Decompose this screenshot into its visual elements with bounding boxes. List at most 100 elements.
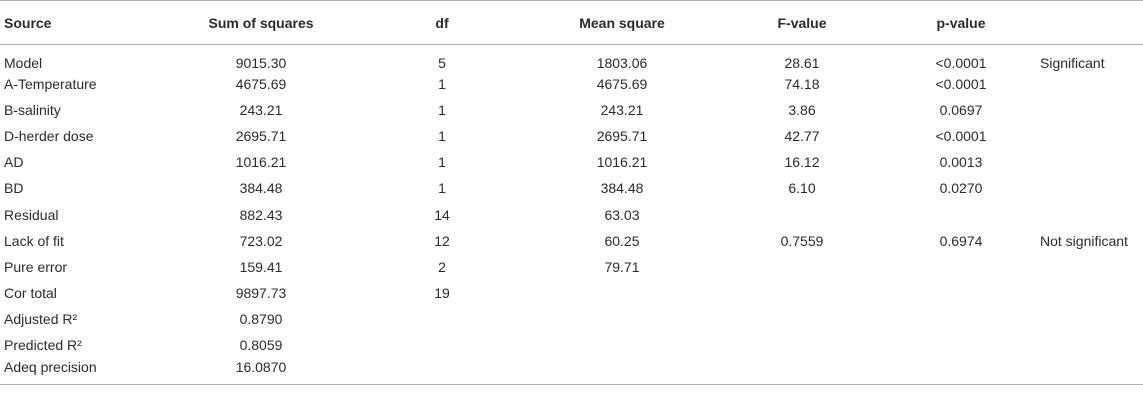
cell-significance xyxy=(1040,306,1143,332)
cell-mean-square: 243.21 xyxy=(600,102,644,119)
cell-significance: Significant xyxy=(1040,55,1105,71)
cell-sum-of-squares: 882.43 xyxy=(239,206,283,223)
header-source: Source xyxy=(0,0,160,45)
table-row: Residual 882.43 14 63.03 xyxy=(0,201,1143,227)
cell-source: Adjusted R² xyxy=(4,310,78,327)
cell-df: 19 xyxy=(434,284,450,301)
cell-sum-of-squares: 1016.21 xyxy=(235,154,287,171)
cell-df: 1 xyxy=(438,180,446,197)
table-row: Pure error 159.41 2 79.71 xyxy=(0,254,1143,280)
cell-mean-square: 4675.69 xyxy=(596,76,648,93)
cell-sum-of-squares: 159.41 xyxy=(239,258,283,275)
table-row: Lack of fit 723.02 12 60.25 0.7559 0.6974 Not … xyxy=(0,228,1143,254)
cell-significance xyxy=(1040,358,1143,385)
cell-f-value: 28.61 xyxy=(784,55,820,71)
table-row: BD 384.48 1 384.48 6.10 0.0270 xyxy=(0,175,1143,201)
cell-f-value xyxy=(722,201,882,227)
cell-df: 12 xyxy=(434,232,450,249)
cell-df xyxy=(362,332,522,358)
cell-p-value xyxy=(882,358,1040,385)
cell-significance xyxy=(1040,332,1143,358)
cell-sum-of-squares: 4675.69 xyxy=(235,76,287,93)
table-row: D-herder dose 2695.71 1 2695.71 42.77 <0.0001 xyxy=(0,123,1143,149)
cell-f-value: 3.86 xyxy=(788,102,816,119)
cell-significance xyxy=(1040,280,1143,306)
table-row: B-salinity 243.21 1 243.21 3.86 0.0697 xyxy=(0,97,1143,123)
cell-f-value: 6.10 xyxy=(788,180,816,197)
header-p-value: p-value xyxy=(882,0,1040,45)
cell-p-value: 0.0270 xyxy=(939,180,983,197)
table-body: Model 9015.30 5 1803.06 28.61 <0.0001 Signific… xyxy=(0,45,1143,385)
table-row: Adeq precision 16.0870 xyxy=(0,358,1143,385)
cell-source: AD xyxy=(4,154,24,171)
header-mean-square: Mean square xyxy=(522,0,722,45)
cell-sum-of-squares: 243.21 xyxy=(239,102,283,119)
cell-significance xyxy=(1040,149,1143,175)
cell-p-value xyxy=(882,280,1040,306)
table-row: Cor total 9897.73 19 xyxy=(0,280,1143,306)
cell-df: 14 xyxy=(434,206,450,223)
table-header: Source Sum of squares df Mean square F-v… xyxy=(0,0,1143,45)
cell-significance xyxy=(1040,175,1143,201)
cell-f-value: 0.7559 xyxy=(780,232,824,249)
cell-mean-square: 384.48 xyxy=(600,180,644,197)
header-df: df xyxy=(362,0,522,45)
cell-sum-of-squares: 16.0870 xyxy=(160,358,362,385)
cell-p-value: <0.0001 xyxy=(935,55,987,71)
cell-significance xyxy=(1040,97,1143,123)
cell-significance xyxy=(1040,201,1143,227)
cell-source: Predicted R² xyxy=(4,336,82,353)
cell-source: A-Temperature xyxy=(4,76,97,93)
cell-mean-square: 79.71 xyxy=(604,258,640,275)
cell-f-value xyxy=(722,280,882,306)
cell-source: Pure error xyxy=(4,258,68,275)
cell-df xyxy=(362,358,522,385)
cell-df: 1 xyxy=(438,102,446,119)
header-sum-of-squares: Sum of squares xyxy=(160,0,362,45)
cell-f-value: 42.77 xyxy=(784,128,820,145)
cell-f-value: 74.18 xyxy=(784,76,820,93)
cell-df: 1 xyxy=(438,76,446,93)
cell-p-value: 0.6974 xyxy=(939,232,983,249)
cell-source: Adeq precision xyxy=(0,358,160,385)
cell-significance xyxy=(1040,71,1143,97)
cell-mean-square: 2695.71 xyxy=(596,128,648,145)
cell-p-value xyxy=(882,201,1040,227)
cell-f-value xyxy=(722,306,882,332)
cell-mean-square: 60.25 xyxy=(604,232,640,249)
cell-df: 2 xyxy=(438,258,446,275)
cell-mean-square xyxy=(522,306,722,332)
cell-source: Lack of fit xyxy=(4,232,64,249)
cell-significance xyxy=(1040,123,1143,149)
cell-sum-of-squares: 9897.73 xyxy=(235,284,287,301)
cell-sum-of-squares: 0.8790 xyxy=(239,310,283,327)
cell-sum-of-squares: 9015.30 xyxy=(235,55,287,71)
cell-df: 5 xyxy=(438,55,446,71)
cell-mean-square: 1016.21 xyxy=(596,154,648,171)
anova-table: Source Sum of squares df Mean square F-v… xyxy=(0,0,1143,385)
cell-mean-square: 1803.06 xyxy=(596,55,648,71)
cell-source: B-salinity xyxy=(4,102,61,119)
cell-p-value xyxy=(882,332,1040,358)
cell-df: 1 xyxy=(438,128,446,145)
cell-p-value: 0.0013 xyxy=(939,154,983,171)
cell-f-value: 16.12 xyxy=(784,154,820,171)
cell-p-value xyxy=(882,306,1040,332)
cell-df xyxy=(362,306,522,332)
cell-sum-of-squares: 2695.71 xyxy=(235,128,287,145)
header-significance xyxy=(1040,0,1143,45)
cell-significance xyxy=(1040,254,1143,280)
cell-mean-square: 63.03 xyxy=(604,206,640,223)
cell-p-value: 0.0697 xyxy=(939,102,983,119)
table-row: Predicted R² 0.8059 xyxy=(0,332,1143,358)
header-f-value: F-value xyxy=(722,0,882,45)
cell-source: D-herder dose xyxy=(4,128,94,145)
table-row: Adjusted R² 0.8790 xyxy=(0,306,1143,332)
cell-p-value: <0.0001 xyxy=(935,128,987,145)
cell-f-value xyxy=(722,358,882,385)
header-row: Source Sum of squares df Mean square F-v… xyxy=(0,0,1143,45)
cell-f-value xyxy=(722,332,882,358)
cell-df: 1 xyxy=(438,154,446,171)
table-row: A-Temperature 4675.69 1 4675.69 74.18 <0.0001 xyxy=(0,71,1143,97)
cell-sum-of-squares: 384.48 xyxy=(239,180,283,197)
